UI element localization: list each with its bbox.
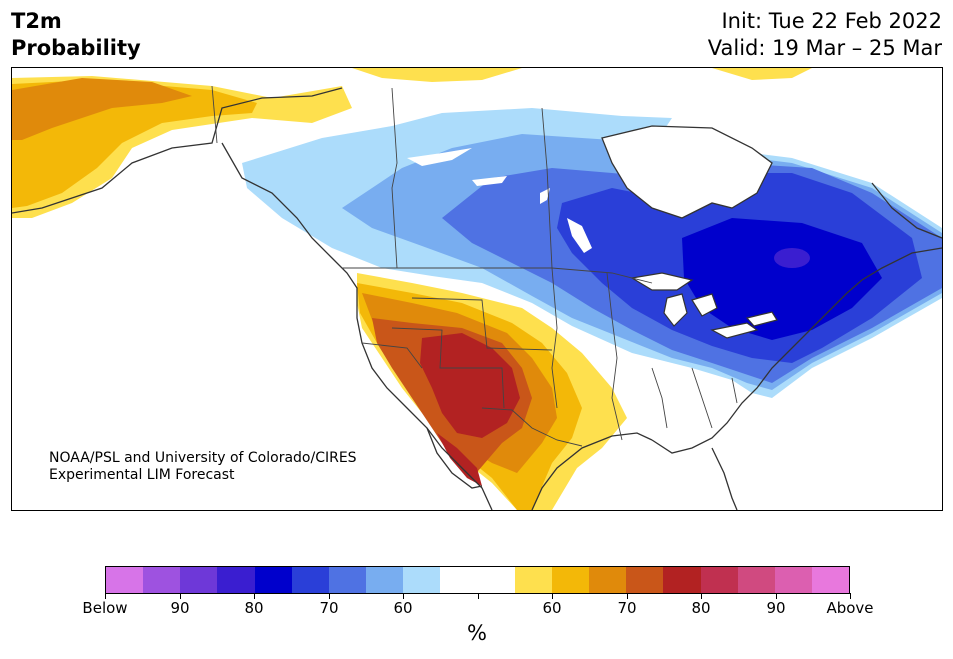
colorbar-tick: [105, 593, 106, 599]
colorbar-segment: [440, 567, 478, 593]
colorbar-segment: [477, 567, 515, 593]
colorbar-segment: [589, 567, 627, 593]
colorbar-segment: [663, 567, 701, 593]
colorbar-segment: [143, 567, 181, 593]
colorbar-segment: [217, 567, 255, 593]
valid-range: Valid: 19 Mar – 25 Mar: [707, 36, 942, 60]
gulf-of-mexico: [582, 438, 732, 510]
colorbar-tick-label: 90: [766, 599, 786, 617]
colorbar-tick-label: 90: [170, 599, 190, 617]
colorbar-tick-label: 60: [542, 599, 562, 617]
great-lakes: [630, 272, 778, 339]
colorbar-tick: [552, 593, 553, 599]
athabasca-lake: [472, 176, 507, 186]
colorbar-unit: %: [467, 621, 487, 645]
northeast-yellow-region: [712, 68, 812, 80]
colorbar-tick: [180, 593, 181, 599]
cold-darkest-blue-region: [682, 218, 882, 340]
map-credit: NOAA/PSL and University of Colorado/CIRE…: [49, 450, 357, 484]
southwest-red-region: [420, 333, 520, 438]
colorbar-segment: [626, 567, 664, 593]
alaska-orange-region: [12, 78, 192, 140]
colorbar-segment: [551, 567, 590, 593]
colorbar-tick: [478, 593, 479, 599]
lake-winnipeg: [567, 218, 592, 253]
colorbar-segment: [774, 567, 812, 593]
hudson-bay: [601, 125, 773, 219]
colorbar-segment: [106, 567, 144, 593]
colorbar-segment: [811, 567, 850, 593]
title-variable: T2m: [11, 9, 62, 33]
colorbar-tick-label: 70: [319, 599, 339, 617]
colorbar-tick: [627, 593, 628, 599]
colorbar-segment: [366, 567, 404, 593]
coastlines: [12, 87, 942, 510]
colorbar-tick: [776, 593, 777, 599]
baja-red-region: [437, 433, 482, 486]
colorbar-tick-label: Below: [82, 599, 128, 617]
title-block: T2m Probability: [11, 8, 141, 62]
colorbar-segment: [291, 567, 329, 593]
colorbar-segment: [328, 567, 367, 593]
political-borders: [211, 85, 738, 447]
colorbar-segment: [254, 567, 292, 593]
cold-core-region: [774, 248, 810, 268]
colorbar-tick-label: 80: [691, 599, 711, 617]
colorbar-tick: [254, 593, 255, 599]
colorbar-segment: [403, 567, 441, 593]
colorbar: [105, 566, 850, 594]
map-canvas: [12, 68, 942, 510]
probability-map: [11, 67, 943, 511]
title-type: Probability: [11, 36, 141, 60]
colorbar-tick-label: 70: [617, 599, 637, 617]
colorbar-tick: [850, 593, 851, 599]
colorbar-tick-label: 80: [244, 599, 264, 617]
lake-manitoba: [540, 188, 550, 204]
credit-line-1: NOAA/PSL and University of Colorado/CIRE…: [49, 450, 357, 466]
great-slave-lake: [407, 148, 472, 166]
colorbar-tick-label: 60: [393, 599, 413, 617]
northern-yellow-region: [352, 68, 522, 82]
colorbar-segment: [737, 567, 775, 593]
date-block: Init: Tue 22 Feb 2022 Valid: 19 Mar – 25…: [708, 8, 942, 62]
colorbar-tick-label: Above: [826, 599, 874, 617]
colorbar-tick: [329, 593, 330, 599]
credit-line-2: Experimental LIM Forecast: [49, 467, 235, 483]
init-date: Init: Tue 22 Feb 2022: [721, 9, 942, 33]
colorbar-segment: [514, 567, 552, 593]
colorbar-segment: [700, 567, 738, 593]
colorbar-tick: [403, 593, 404, 599]
colorbar-tick: [701, 593, 702, 599]
colorbar-segment: [180, 567, 218, 593]
